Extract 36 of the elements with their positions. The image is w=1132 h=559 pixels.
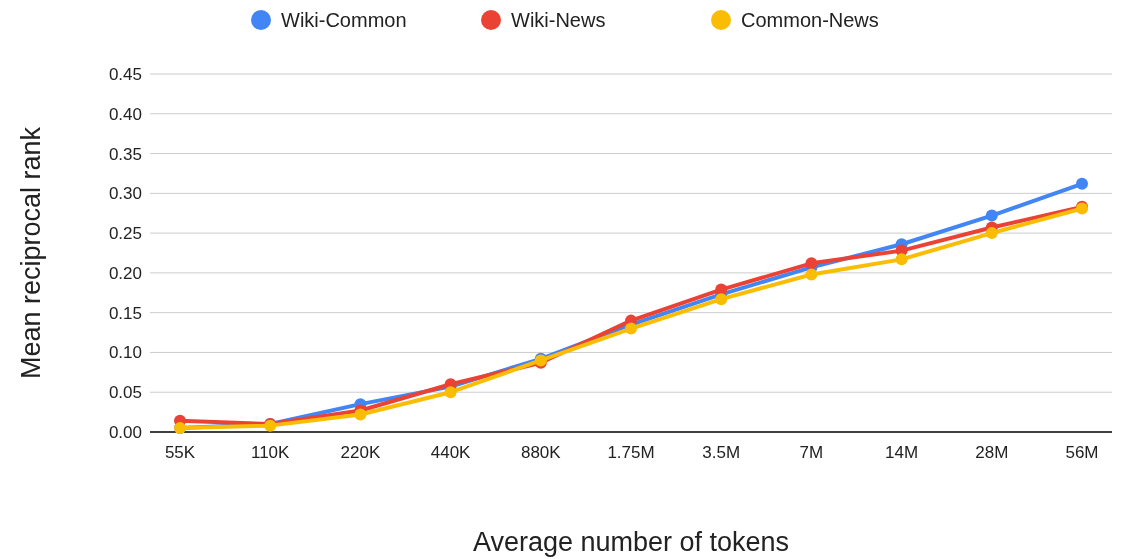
x-tick-label: 1.75M (607, 443, 655, 462)
point (354, 408, 367, 421)
y-tick-label: 0.00 (108, 422, 142, 442)
x-tick-label: 55K (164, 443, 196, 462)
point (715, 293, 728, 306)
y-tick-label: 0.15 (108, 303, 142, 323)
x-tick-label: 56M (1065, 443, 1099, 462)
x-tick-label: 14M (885, 443, 919, 462)
point (444, 386, 457, 399)
y-tick-label: 0.10 (108, 343, 142, 363)
y-tick-label: 0.30 (108, 184, 142, 204)
point (895, 253, 908, 266)
x-tick-label: 3.5M (702, 443, 741, 462)
x-axis-title: Average number of tokens (472, 527, 790, 557)
x-tick-label: 880K (520, 443, 562, 462)
x-tick-label: 7M (799, 443, 824, 462)
point (805, 257, 818, 270)
y-tick-label: 0.45 (108, 64, 142, 84)
legend-label: Wiki-News (511, 9, 606, 31)
y-axis-title: Mean reciprocal rank (16, 126, 46, 380)
point (625, 322, 637, 335)
x-tick-label: 220K (340, 443, 381, 462)
point (1076, 177, 1088, 190)
x-tick-label: 110K (250, 443, 291, 462)
x-tick-label: 440K (430, 443, 472, 462)
y-tick-label: 0.20 (108, 263, 142, 283)
point (985, 209, 998, 222)
y-tick-label: 0.35 (108, 144, 142, 164)
legend-label: Common-News (741, 9, 879, 31)
legend-label: Wiki-Common (281, 9, 407, 31)
x-tick-label: 28M (975, 443, 1009, 462)
y-tick-label: 0.25 (108, 224, 142, 244)
point (985, 227, 998, 240)
y-tick-label: 0.05 (108, 383, 142, 403)
point (805, 268, 818, 281)
y-tick-label: 0.40 (108, 104, 142, 124)
